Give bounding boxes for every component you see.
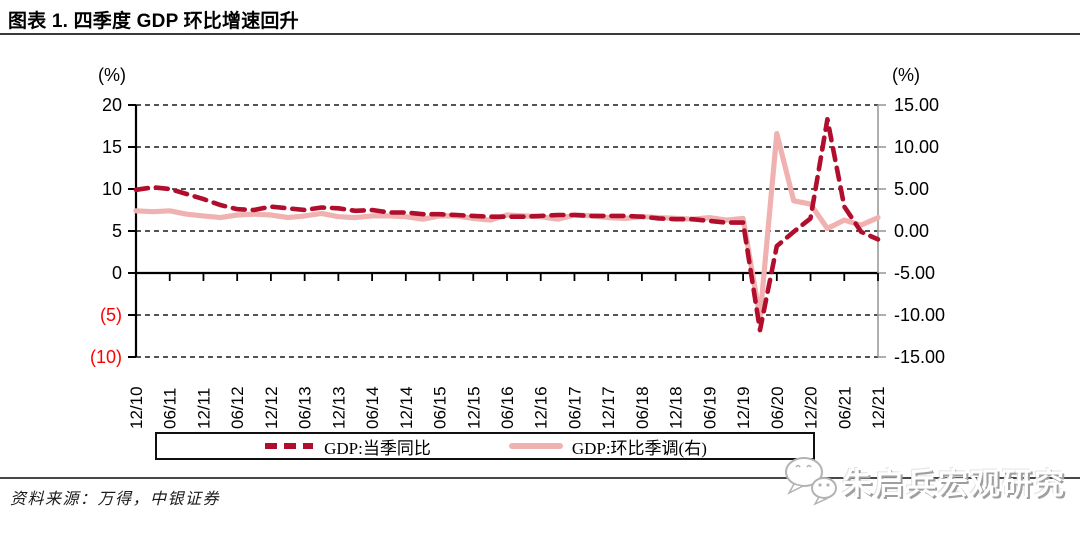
x-tick-label: 12/10 [127,386,146,429]
right-axis-unit: (%) [892,65,920,85]
left-tick-label: 20 [102,95,122,115]
watermark: 朱启兵宏观研究 [782,455,1066,507]
x-tick-label: 06/14 [363,386,382,429]
source-note: 资料来源：万得，中银证券 [10,491,221,508]
title-divider [0,33,1080,35]
wechat-icon [785,457,837,506]
right-tick-label: 15.00 [894,95,939,115]
figure-title: 图表 1. 四季度 GDP 环比增速回升 [8,11,299,32]
left-tick-label: (5) [100,305,122,325]
x-tick-label: 06/16 [498,386,517,429]
legend-item-qoq: GDP:环比季调(右) [508,434,707,459]
series-gdp-qoq [133,131,881,321]
left-tick-label: (10) [90,347,122,367]
x-tick-label: 12/14 [397,386,416,429]
watermark-text: 朱启兵宏观研究 [842,468,1066,501]
right-tick-label: 5.00 [894,179,929,199]
x-tick-label: 06/20 [768,386,787,429]
left-axis-unit: (%) [98,65,126,85]
x-tick-label: 06/21 [835,386,854,429]
x-tick-label: 06/11 [161,388,180,429]
right-tick-label: 0.00 [894,221,929,241]
footer-divider [0,477,1080,479]
right-tick-label: 10.00 [894,137,939,157]
solid-line-swatch [508,443,563,449]
left-tick-label: 0 [112,263,122,283]
x-tick-label: 06/13 [296,386,315,429]
x-tick-label: 06/12 [228,386,247,429]
x-tick-label: 12/12 [262,386,281,429]
legend-label-qoq: GDP:环比季调(右) [571,438,707,458]
x-tick-label: 12/13 [329,386,348,429]
x-tick-label: 06/19 [700,386,719,429]
x-tick-label: 06/18 [633,386,652,429]
x-tick-label: 12/18 [667,386,686,429]
x-tick-label: 12/21 [869,386,888,429]
chart-legend: GDP:当季同比 GDP:环比季调(右) [155,432,815,460]
right-tick-label: -15.00 [894,347,945,367]
right-tick-label: -5.00 [894,263,935,283]
x-tick-label: 06/17 [566,386,585,429]
left-tick-label: 10 [102,179,122,199]
series-gdp-yoy [133,117,881,333]
x-tick-label: 06/15 [431,386,450,429]
x-tick-label: 12/20 [802,386,821,429]
right-tick-label: -10.00 [894,305,945,325]
left-tick-label: 5 [112,221,122,241]
legend-item-yoy: GDP:当季同比 [263,434,431,459]
x-tick-label: 12/16 [532,386,551,429]
x-tick-label: 12/11 [195,388,214,429]
left-tick-label: 15 [102,137,122,157]
x-tick-label: 12/19 [734,386,753,429]
legend-label-yoy: GDP:当季同比 [324,438,431,458]
dashed-line-swatch [265,443,314,449]
x-tick-label: 12/17 [599,386,618,429]
x-tick-label: 12/15 [464,386,483,429]
